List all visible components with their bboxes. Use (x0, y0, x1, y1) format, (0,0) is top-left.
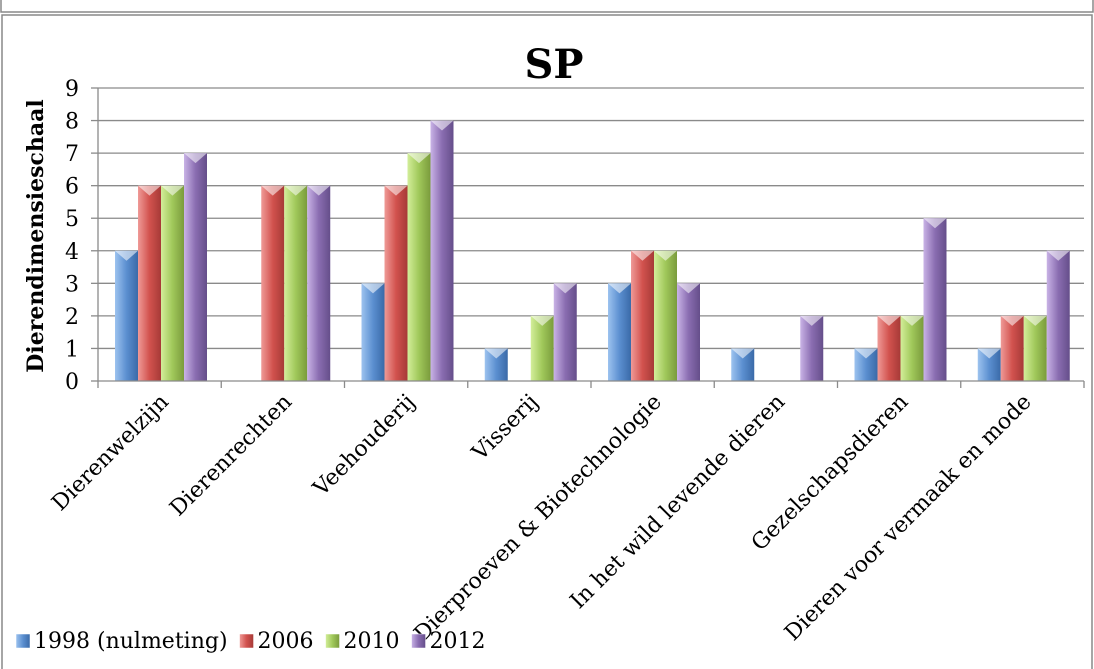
y-tick-labels: 0 1 2 3 4 5 6 7 8 9 (65, 77, 79, 395)
bar (430, 120, 454, 382)
legend-swatch (15, 633, 31, 649)
bar (977, 348, 1001, 381)
bar (530, 315, 554, 381)
y-tick-label: 4 (65, 240, 79, 265)
bar (261, 185, 285, 381)
bar (184, 153, 207, 381)
bar-highlight (484, 348, 508, 359)
bar-highlight (608, 283, 631, 294)
y-tick-label: 5 (65, 207, 79, 232)
bar-highlight (900, 315, 924, 326)
bar-highlight (284, 185, 308, 196)
x-tick-label: Dierenrechten (165, 390, 297, 522)
bar (608, 283, 631, 381)
legend-swatch (411, 633, 426, 649)
top-frame-remnant (0, 0, 1094, 13)
bar (1023, 315, 1047, 381)
legend: 1998 (nulmeting) 2006 2010 2012 (15, 629, 486, 654)
bar (384, 185, 408, 381)
y-tick-label: 6 (65, 175, 79, 200)
bar (800, 315, 824, 381)
bar (877, 315, 901, 381)
bar (407, 153, 431, 381)
bar-highlight (1023, 315, 1047, 326)
bar (1046, 250, 1070, 381)
x-tick-label: Dierproeven & Biotechnologie (410, 390, 667, 647)
bar-highlight (923, 218, 947, 229)
bar-highlight (138, 185, 161, 196)
y-tick-label: 0 (65, 370, 79, 395)
bar-highlight (731, 348, 755, 359)
bar (731, 348, 755, 381)
y-tick-label: 1 (65, 337, 79, 362)
bar (361, 283, 385, 381)
y-tick-label: 7 (65, 142, 79, 167)
y-tick-label: 3 (65, 272, 79, 297)
bar-highlight (553, 283, 577, 294)
bar-highlight (115, 250, 138, 261)
bar (484, 348, 508, 381)
bar (854, 348, 878, 381)
bar (161, 185, 184, 381)
bar-highlight (307, 185, 331, 196)
legend-label: 2006 (258, 629, 314, 654)
chart-title: SP (525, 41, 584, 88)
bar-highlight (407, 153, 431, 164)
bar-highlight (361, 283, 385, 294)
bar-highlight (1046, 250, 1070, 261)
bar (900, 315, 924, 381)
legend-label: 2010 (344, 629, 400, 654)
axes (97, 88, 1085, 388)
bar-highlight (1000, 315, 1024, 326)
x-tick-label: In het wild levende dieren (566, 390, 790, 614)
bar-highlight (384, 185, 408, 196)
chart-frame (1, 14, 1093, 669)
bar (138, 185, 161, 381)
bar (284, 185, 308, 381)
legend-swatch (325, 633, 340, 649)
bar-highlight (654, 250, 677, 261)
bar (553, 283, 577, 381)
bar-highlight (530, 315, 554, 326)
y-tick-label: 2 (65, 305, 79, 330)
x-tick-label: Dieren voor vermaak en mode (780, 390, 1036, 646)
legend-swatch (239, 633, 254, 649)
bar (654, 250, 677, 381)
x-tick-label: Dierenwelzijn (47, 390, 174, 517)
x-tick-label: Veehouderij (308, 390, 420, 502)
bar-highlight (977, 348, 1001, 359)
x-tick-label: Visserij (467, 390, 544, 467)
bar-highlight (161, 185, 184, 196)
bar-highlight (677, 283, 700, 294)
bar-highlight (877, 315, 901, 326)
legend-label: 1998 (nulmeting) (34, 629, 228, 654)
y-axis-label: Dierendimensieschaal (23, 99, 49, 372)
bar (923, 218, 947, 381)
bar-highlight (631, 250, 654, 261)
bar (1000, 315, 1024, 381)
legend-label: 2012 (430, 629, 486, 654)
bar (115, 250, 138, 381)
y-tick-label: 8 (65, 110, 79, 135)
bar-highlight (184, 153, 207, 164)
y-tick-label: 9 (65, 77, 79, 102)
bar-highlight (430, 120, 454, 131)
bar (631, 250, 654, 381)
bars (115, 120, 1070, 382)
bar (307, 185, 331, 381)
bar-highlight (800, 315, 824, 326)
bar-highlight (854, 348, 878, 359)
bar (677, 283, 700, 381)
bar-highlight (261, 185, 285, 196)
